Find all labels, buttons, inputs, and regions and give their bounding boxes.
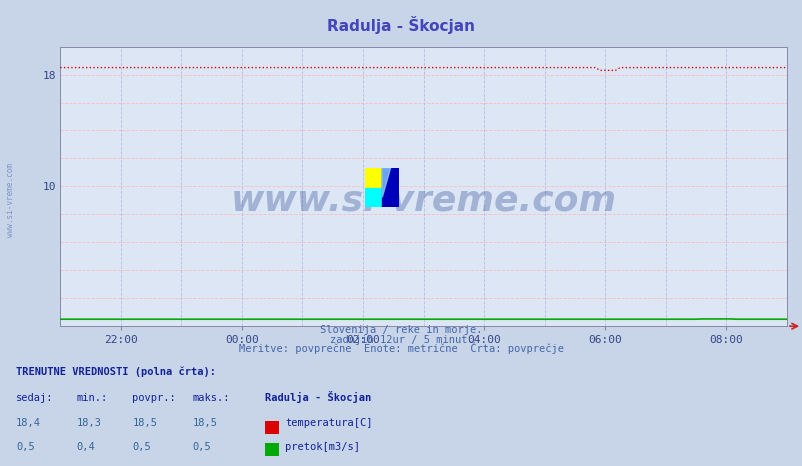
Text: www.si-vreme.com: www.si-vreme.com [6,164,15,237]
Text: Radulja - Škocjan: Radulja - Škocjan [327,16,475,34]
Text: TRENUTNE VREDNOSTI (polna črta):: TRENUTNE VREDNOSTI (polna črta): [16,367,216,377]
Text: 0,5: 0,5 [192,442,211,452]
Polygon shape [382,168,391,198]
Bar [382,168,399,207]
Text: 18,5: 18,5 [132,418,157,428]
Text: 18,5: 18,5 [192,418,217,428]
Text: Slovenija / reke in morje.: Slovenija / reke in morje. [320,325,482,335]
Text: zadnjih 12ur / 5 minut.: zadnjih 12ur / 5 minut. [329,335,473,344]
Text: povpr.:: povpr.: [132,393,176,403]
Text: temperatura[C]: temperatura[C] [285,418,372,428]
Bar [365,168,382,187]
Text: sedaj:: sedaj: [16,393,54,403]
Text: Radulja - Škocjan: Radulja - Škocjan [265,391,371,403]
Text: maks.:: maks.: [192,393,230,403]
Bar [365,187,382,207]
Text: 18,4: 18,4 [16,418,41,428]
Text: pretok[m3/s]: pretok[m3/s] [285,442,359,452]
Text: Meritve: povprečne  Enote: metrične  Črta: povprečje: Meritve: povprečne Enote: metrične Črta:… [239,342,563,354]
Text: 18,3: 18,3 [76,418,101,428]
Text: 0,5: 0,5 [132,442,151,452]
Text: 0,4: 0,4 [76,442,95,452]
Text: 0,5: 0,5 [16,442,34,452]
Text: www.si-vreme.com: www.si-vreme.com [230,184,616,217]
Text: min.:: min.: [76,393,107,403]
